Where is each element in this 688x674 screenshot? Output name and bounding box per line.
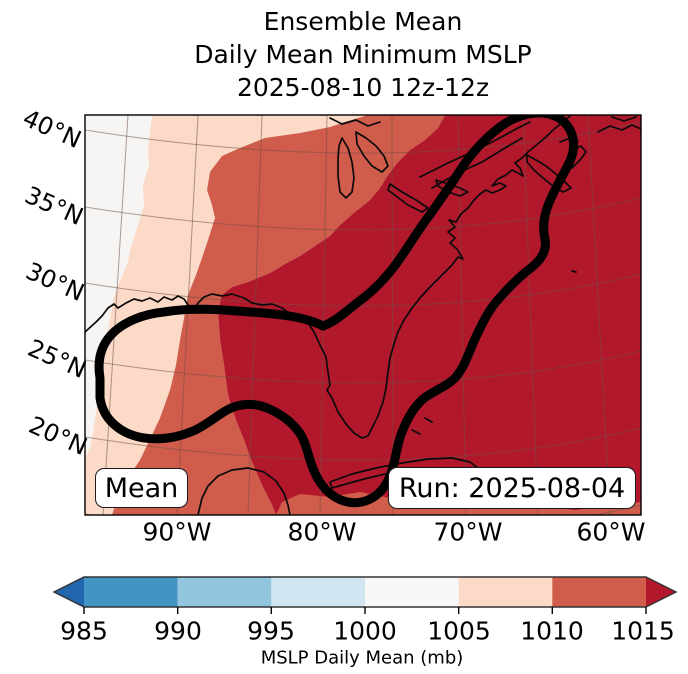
bahamas-coastline: [411, 417, 433, 435]
yucatan-coastline: [197, 467, 291, 515]
pressure-band-1005-1010: [85, 115, 368, 515]
colorbar-tick-990: 990: [154, 616, 202, 646]
pressure-band-over-1015: [218, 115, 641, 515]
bermuda-island-dot: [571, 270, 577, 273]
lake-michigan-coastline: [337, 137, 355, 199]
pressure-band-1000-1005: [85, 115, 152, 458]
colorbar-tick-995: 995: [247, 616, 295, 646]
nova-scotia-coastline: [526, 154, 572, 193]
lon-tick-90w: 90°W: [142, 517, 212, 547]
colorbar-segment-1000-1005: [365, 577, 459, 607]
colorbar-segment-985-990: [84, 577, 178, 607]
mslp-threshold-contour: [94, 115, 578, 508]
colorbar-segment-990-995: [177, 577, 272, 607]
mean-badge: Mean: [95, 468, 188, 508]
colorbar-segment-1010-1015: [552, 577, 646, 607]
colorbar-tick-1010: 1010: [520, 616, 584, 646]
colorbar: [52, 576, 678, 614]
figure-title-line2: Daily Mean Minimum MSLP: [194, 40, 532, 69]
newfoundland-coastline: [597, 116, 641, 133]
lon-tick-70w: 70°W: [433, 517, 503, 547]
run-date-badge: Run: 2025-08-04: [388, 467, 636, 509]
pressure-band-1010-1015: [112, 115, 445, 515]
colorbar-over-arrow: [646, 577, 676, 607]
colorbar-tick-1015: 1015: [611, 616, 675, 646]
colorbar-under-arrow: [54, 577, 84, 607]
colorbar-tickmarks: [83, 607, 647, 614]
lon-tick-60w: 60°W: [576, 517, 646, 547]
longitude-gridlines: [102, 115, 611, 515]
colorbar-tick-985: 985: [60, 616, 108, 646]
figure-title-line1: Ensemble Mean: [263, 7, 463, 36]
map-frame: [84, 114, 642, 516]
colorbar-tick-1000: 1000: [333, 616, 397, 646]
colorbar-tick-1005: 1005: [427, 616, 491, 646]
lake-superior-coastline: [329, 117, 381, 127]
lake-erie-coastline: [387, 183, 429, 213]
lon-tick-80w: 80°W: [287, 517, 357, 547]
lake-huron-coastline: [355, 131, 389, 173]
colorbar-segment-995-1000: [271, 577, 365, 607]
colorbar-axis-label: MSLP Daily Mean (mb): [260, 647, 464, 669]
figure-title-line3: 2025-08-10 12z-12z: [236, 73, 490, 102]
colorbar-segment-1005-1010: [458, 577, 553, 607]
